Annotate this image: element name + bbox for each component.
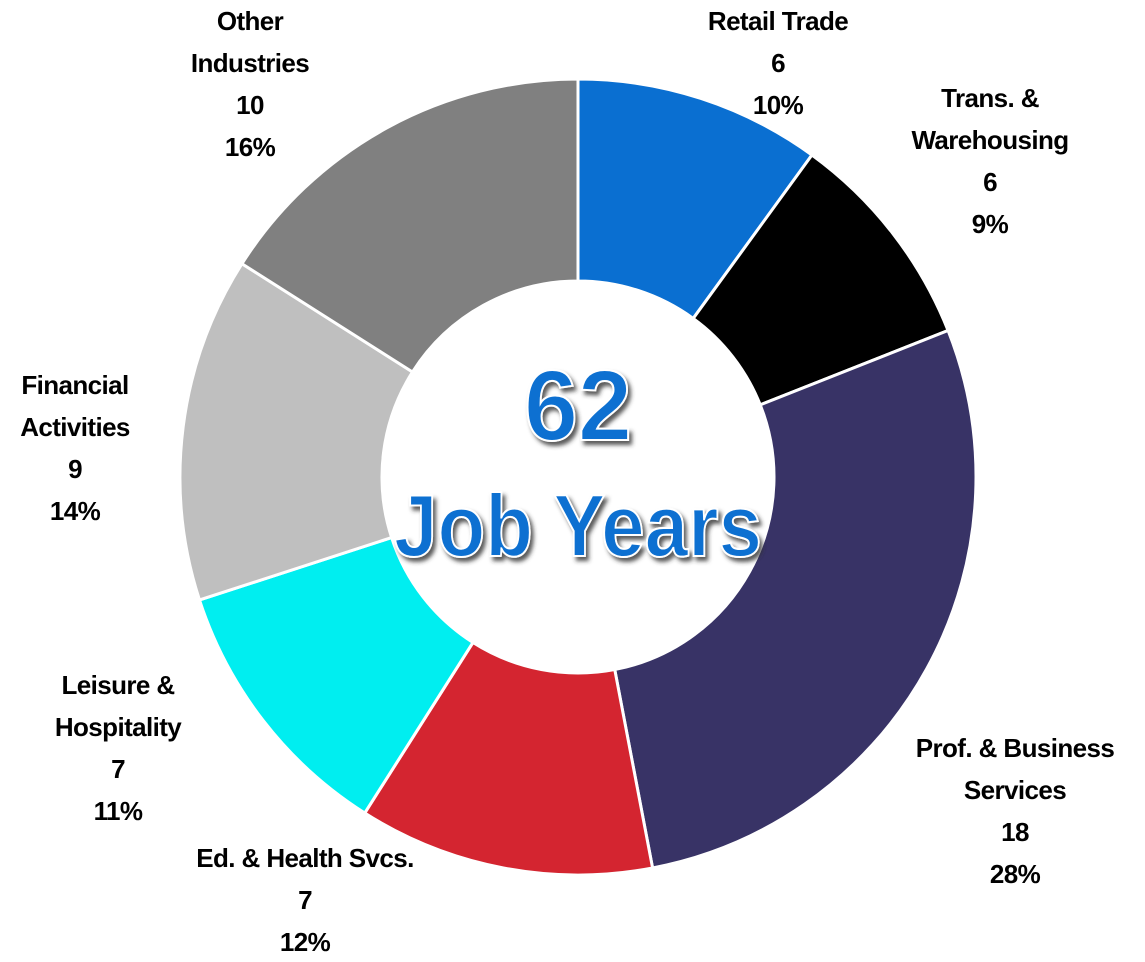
percent-label: 11% <box>93 796 143 826</box>
count-label: 7 <box>111 754 125 784</box>
count-label: 6 <box>983 167 997 197</box>
count-label: 7 <box>298 885 312 915</box>
data-label: Prof. & Business Services 18 28% <box>865 727 1145 895</box>
slices <box>178 77 978 877</box>
category-label: Trans. & Warehousing <box>911 83 1069 155</box>
count-label: 9 <box>68 454 82 484</box>
count-label: 6 <box>771 48 785 78</box>
center-total: 62 <box>524 350 632 462</box>
category-label: Retail Trade <box>707 6 849 36</box>
data-label: Retail Trade 6 10% <box>628 0 928 126</box>
category-label: Ed. & Health Svcs. <box>196 843 414 873</box>
category-label: Financial Activities <box>20 370 130 442</box>
slice <box>576 77 815 321</box>
slice <box>239 77 580 375</box>
percent-label: 12% <box>279 927 331 957</box>
data-label: Financial Activities 9 14% <box>0 364 225 532</box>
data-label: Trans. & Warehousing 6 9% <box>840 77 1140 245</box>
data-label: Other Industries 10 16% <box>100 0 400 168</box>
percent-label: 10% <box>752 90 804 120</box>
slice <box>197 535 476 816</box>
count-label: 10 <box>236 90 264 120</box>
percent-label: 9% <box>971 209 1009 239</box>
percent-label: 28% <box>989 859 1041 889</box>
percent-label: 14% <box>49 496 101 526</box>
percent-label: 16% <box>224 132 276 162</box>
count-label: 18 <box>1001 817 1029 847</box>
data-label: Leisure & Hospitality 7 11% <box>0 664 268 832</box>
slice <box>178 261 415 602</box>
category-label: Prof. & Business Services <box>915 733 1115 805</box>
center-label: Job Years <box>394 476 762 575</box>
slice <box>612 328 978 870</box>
category-label: Leisure & Hospitality <box>54 670 182 742</box>
category-label: Other Industries <box>190 6 310 78</box>
data-label: Ed. & Health Svcs. 7 12% <box>155 837 455 962</box>
